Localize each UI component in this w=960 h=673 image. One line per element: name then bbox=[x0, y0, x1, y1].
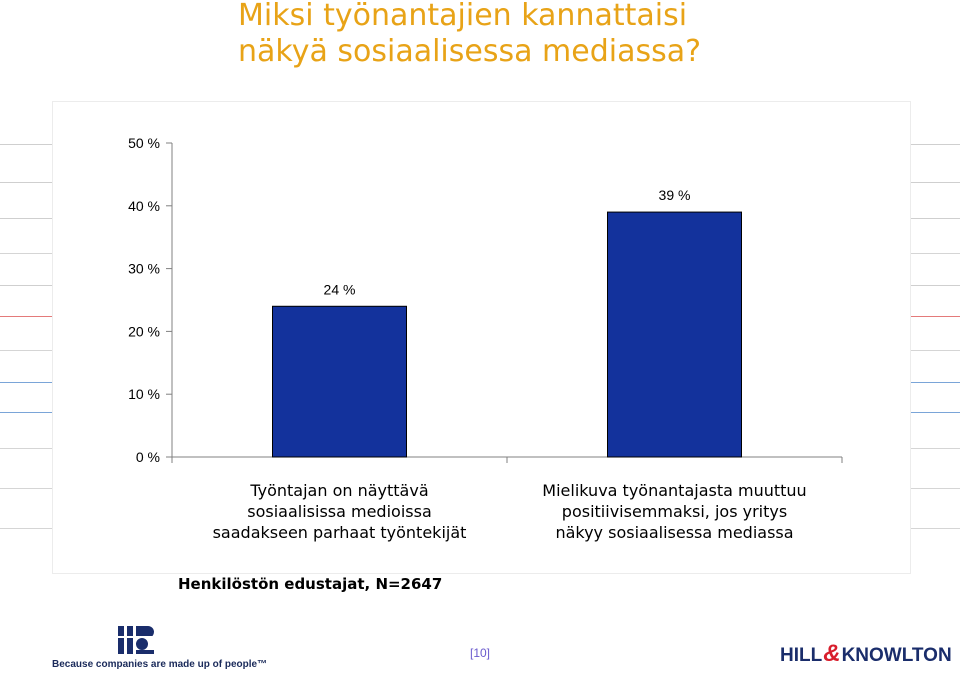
decor-line-left-1 bbox=[0, 144, 52, 145]
bar bbox=[607, 211, 742, 458]
logo-curve bbox=[136, 626, 154, 654]
decor-line-left-blue1 bbox=[0, 382, 52, 383]
decor-line-left-2 bbox=[0, 182, 52, 183]
data-label: 39 % bbox=[659, 187, 691, 203]
category-label-1: Työntajan on näyttävä sosiaalisissa medi… bbox=[212, 481, 467, 542]
y-tick-label: 30 % bbox=[128, 261, 160, 277]
decor-line-right-8 bbox=[909, 488, 960, 489]
hill-knowlton-logo: HILL&KNOWLTON bbox=[780, 640, 952, 668]
decor-line-right-blue2 bbox=[909, 412, 960, 413]
y-tick-label: 20 % bbox=[128, 323, 160, 339]
decor-line-left-7 bbox=[0, 448, 52, 449]
decor-line-right-5 bbox=[909, 285, 960, 286]
source-note: Henkilöstön edustajat, N=2647 bbox=[178, 575, 443, 593]
decor-line-left-blue2 bbox=[0, 412, 52, 413]
brand-ampersand: & bbox=[823, 640, 841, 667]
company-logo bbox=[116, 626, 156, 654]
decor-line-left-3 bbox=[0, 218, 52, 219]
brand-part-1: HILL bbox=[780, 645, 823, 666]
decor-line-left-4 bbox=[0, 253, 52, 254]
bar bbox=[272, 305, 407, 458]
decor-line-right-7 bbox=[909, 448, 960, 449]
decor-line-right-1 bbox=[909, 144, 960, 145]
decor-line-left-8 bbox=[0, 488, 52, 489]
tagline: Because companies are made up of people™ bbox=[52, 659, 268, 670]
decor-line-left-9 bbox=[0, 528, 52, 529]
title-line-1: Miksi työnantajien kannattaisi bbox=[238, 0, 688, 33]
category-label-2: Mielikuva työnantajasta muuttuu positiiv… bbox=[542, 481, 807, 542]
page-number: [10] bbox=[470, 646, 491, 660]
logo-bar-2 bbox=[127, 626, 133, 654]
decor-line-right-red bbox=[909, 316, 960, 317]
y-tick-label: 0 % bbox=[136, 449, 160, 465]
decor-line-right-9 bbox=[909, 528, 960, 529]
y-tick-label: 50 % bbox=[128, 135, 160, 151]
data-label: 24 % bbox=[324, 281, 356, 297]
chart-frame bbox=[52, 101, 911, 574]
y-tick-label: 10 % bbox=[128, 386, 160, 402]
decor-line-right-3 bbox=[909, 218, 960, 219]
logo-bar-1 bbox=[118, 626, 124, 654]
decor-line-left-red bbox=[0, 316, 52, 317]
y-tick-label: 40 % bbox=[128, 198, 160, 214]
page-title: Miksi työnantajien kannattaisi näkyä sos… bbox=[238, 0, 798, 70]
decor-line-right-blue1 bbox=[909, 382, 960, 383]
decor-line-left-5 bbox=[0, 285, 52, 286]
brand-part-2: KNOWLTON bbox=[841, 645, 952, 666]
decor-line-left-6 bbox=[0, 350, 52, 351]
logo-stripe bbox=[116, 636, 156, 638]
decor-line-right-4 bbox=[909, 253, 960, 254]
decor-line-right-6 bbox=[909, 350, 960, 351]
decor-line-right-2 bbox=[909, 182, 960, 183]
title-line-2: näkyä sosiaalisessa mediassa? bbox=[238, 34, 702, 69]
